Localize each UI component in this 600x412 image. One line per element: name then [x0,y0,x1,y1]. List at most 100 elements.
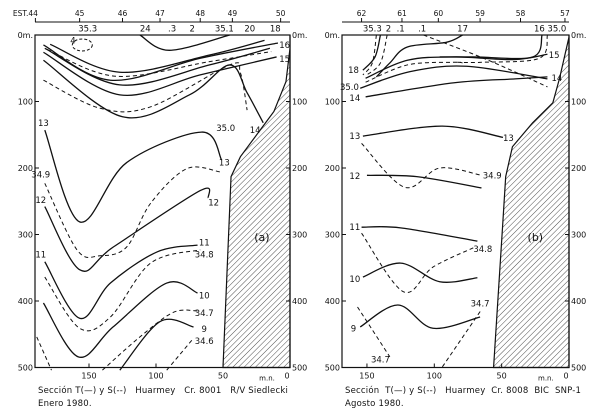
contour-label: 35.0 [547,24,566,34]
contour-label: .3 [168,24,176,34]
distance-tick-label: 0 [284,372,289,381]
isotherm-line [375,34,463,78]
depth-tick-label: 500 [325,364,340,373]
station-label: 57 [560,9,570,18]
isotherm-line [44,187,211,272]
contour-label: 14 [349,94,360,104]
isohaline-line [423,34,548,88]
station-label: 61 [397,9,407,18]
contour-label: 35.0 [216,124,235,134]
contour-label: 18 [348,66,359,76]
contour-label: 13 [38,119,49,129]
contour-label: 15 [279,55,290,65]
isotherm-line [49,39,265,73]
depth-tick-label: 400 [325,297,340,306]
depth-tick-label: 500 [292,364,307,373]
contour-label: 9 [202,325,207,335]
isotherm-line [362,262,478,283]
distance-unit-label: m.n. [259,375,275,383]
caption-b-line2: Agosto 1980. [345,399,404,409]
isotherm-line [362,125,504,139]
isotherm-line [365,53,548,79]
contour-label: .1 [418,24,426,34]
distance-tick-label: 100 [148,372,163,381]
contour-label: 2 [189,24,194,34]
station-label: 58 [516,9,526,18]
depth-tick-label: 100 [325,98,340,107]
depth-tick-label: 200 [18,164,33,173]
distance-tick-label: 0 [563,372,568,381]
isohaline-line [44,166,221,258]
contour-label: 4 [70,36,75,46]
isotherm-line [44,129,223,223]
depth-tick-label: 100 [571,98,586,107]
isotherm-line [360,65,548,89]
isohaline-line [366,34,388,76]
isohaline-line [43,62,248,113]
depth-tick-label: 400 [292,297,307,306]
station-label: 50 [276,9,286,18]
isohaline-line [36,336,52,371]
continental-shelf-hatch [492,35,570,369]
plot-frame [341,34,570,369]
station-label: 47 [155,9,165,18]
isohaline-line [362,34,377,76]
contour-label: .1 [397,24,405,34]
isohaline-closed-contour [71,38,93,52]
isotherm-line [44,244,198,319]
contour-label: 34.7 [371,356,390,366]
contour-label: 34.9 [31,171,50,181]
isotherm-line [43,59,264,124]
isotherm-line [359,304,481,330]
contour-label: 13 [503,134,514,144]
distance-tick-label: 150 [81,372,96,381]
contour-label: 13 [349,132,360,142]
contour-label: 16 [534,24,545,34]
distance-tick-label: 50 [218,372,228,381]
contour-label: 35.3 [363,24,382,34]
isohaline-line [166,337,194,371]
contour-label: 15 [549,51,560,61]
depth-tick-label: 0m. [18,31,33,40]
isohaline-line [47,49,272,77]
isotherm-line [362,34,382,71]
station-label: 46 [118,9,128,18]
depth-tick-label: 200 [325,164,340,173]
contour-label: 11 [349,223,360,233]
plot-frame [34,34,291,369]
isohaline-line [365,61,463,83]
station-label: 62 [357,9,367,18]
panel-letter: (b) [528,231,544,244]
isohaline-line [361,143,482,189]
contour-label: 12 [349,172,360,182]
contour-label: 34.9 [483,171,502,181]
contour-label: 34.6 [195,337,214,347]
contour-label: 12 [208,199,219,209]
distance-tick-label: 100 [427,372,442,381]
depth-tick-label: 400 [571,297,586,306]
station-label: 48 [195,9,205,18]
isotherm-line [366,174,482,189]
depth-tick-label: 0m. [325,31,340,40]
contour-label: 2 [386,24,391,34]
station-label: 59 [475,9,485,18]
isohaline-line [44,249,201,332]
depth-tick-label: 300 [571,231,586,240]
isotherm-line [365,76,548,98]
contour-label: 34.7 [195,309,214,319]
depth-tick-label: 300 [18,231,33,240]
depth-tick-label: 300 [292,231,307,240]
distance-unit-label: m.n. [538,375,554,383]
station-label: 49 [228,9,238,18]
contour-label: 14 [551,74,562,84]
contour-label: 35.3 [78,24,97,34]
depth-tick-label: 0m. [292,31,307,40]
distance-tick-label: 150 [359,372,374,381]
station-label: EST.44 [13,9,38,18]
isotherm-line [42,281,198,358]
contour-label: 11 [199,238,210,248]
caption-b-line1: Sección T(—) y S(--) Huarmey Cr. 8008 BI… [345,386,582,396]
depth-tick-label: 500 [571,364,586,373]
